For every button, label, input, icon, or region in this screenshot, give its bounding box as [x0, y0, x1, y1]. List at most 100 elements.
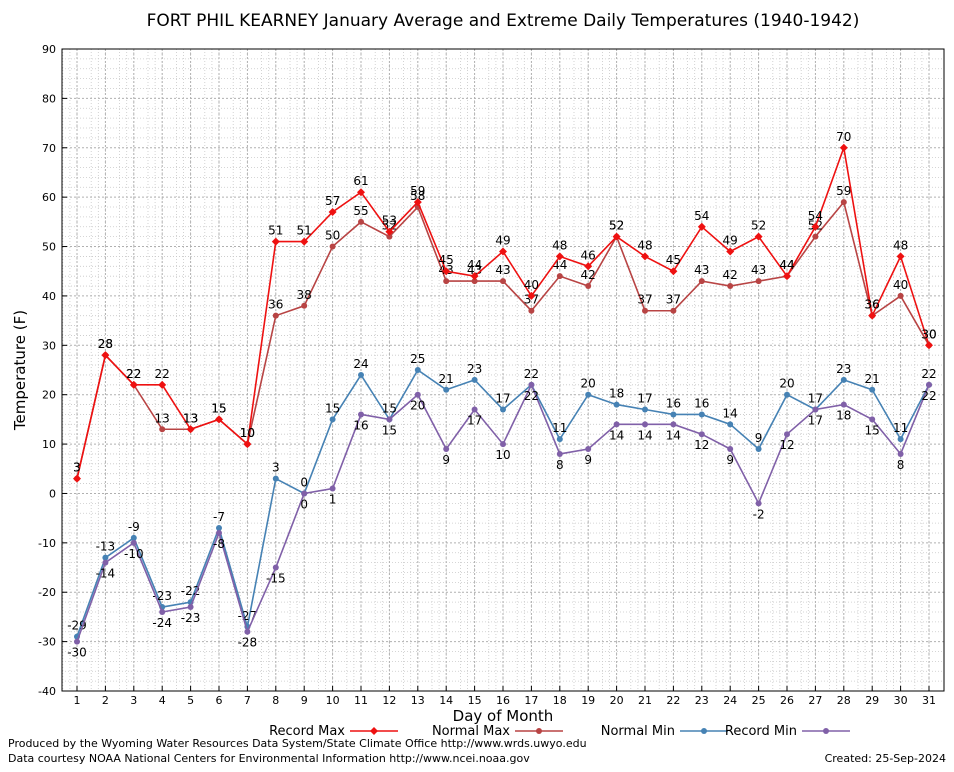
y-tick-label: -40	[38, 685, 56, 698]
data-label: 40	[893, 278, 908, 292]
data-point	[727, 421, 734, 428]
data-point	[556, 436, 563, 443]
y-axis-label: Temperature (F)	[11, 310, 29, 431]
data-label: 11	[552, 421, 567, 435]
x-tick-label: 5	[187, 694, 194, 707]
data-label: 70	[836, 130, 851, 144]
data-point	[385, 227, 394, 236]
data-label: 3	[73, 461, 81, 475]
data-label: 22	[921, 389, 936, 403]
x-tick-label: 9	[301, 694, 308, 707]
data-point	[869, 416, 876, 423]
data-point	[641, 252, 649, 261]
legend-marker	[823, 728, 829, 734]
data-label: 17	[495, 392, 510, 406]
x-tick-label: 12	[382, 694, 396, 707]
data-label: 17	[467, 414, 482, 428]
data-label: -10	[124, 547, 144, 561]
x-tick-label: 11	[354, 694, 368, 707]
x-tick-label: 7	[244, 694, 251, 707]
data-label: 21	[865, 372, 880, 386]
data-label: 17	[808, 392, 823, 406]
data-point	[471, 376, 478, 383]
data-point	[102, 559, 109, 566]
series-record-max: 3 28 22 22 13 15 10 51 51 57 61 53 59 45 44 49 40 48 46 52 4…	[73, 130, 937, 483]
data-point	[74, 638, 80, 645]
data-label: 53	[382, 214, 397, 228]
series-normal-max: 3282213131510363850555258434343374442523…	[73, 184, 937, 482]
data-label: 28	[98, 337, 113, 351]
x-tick-label: 30	[894, 694, 908, 707]
data-point	[670, 421, 677, 428]
data-label: 38	[297, 288, 312, 302]
data-label: 3	[73, 461, 81, 475]
data-label: 51	[297, 224, 312, 238]
data-point	[811, 222, 820, 231]
data-point	[783, 272, 791, 281]
data-point	[216, 525, 222, 532]
data-point	[556, 450, 563, 457]
data-label: 21	[439, 372, 454, 386]
data-point	[897, 450, 904, 457]
x-tick-label: 15	[468, 694, 482, 707]
data-point	[896, 252, 905, 261]
data-label: 15	[382, 401, 397, 415]
data-label: 61	[353, 174, 368, 188]
data-label: 15	[865, 423, 880, 437]
data-label: 15	[211, 401, 226, 415]
y-tick-label: 50	[42, 241, 56, 254]
data-point	[329, 485, 336, 492]
data-label: -2	[753, 507, 765, 521]
data-point	[613, 421, 620, 428]
data-label: 43	[495, 263, 510, 277]
x-tick-label: 20	[610, 694, 624, 707]
data-label: 40	[524, 278, 539, 292]
x-tick-label: 28	[837, 694, 851, 707]
data-label: 17	[808, 414, 823, 428]
data-point	[612, 232, 621, 241]
data-label: 22	[524, 367, 539, 381]
data-point	[755, 446, 762, 453]
y-tick-label: 60	[42, 191, 56, 204]
data-label: 52	[609, 219, 624, 233]
data-label: 14	[723, 406, 738, 420]
data-point	[216, 529, 222, 536]
data-label: 15	[325, 401, 340, 415]
data-label: 42	[581, 268, 596, 282]
data-label: 45	[439, 253, 454, 267]
x-tick-label: 19	[581, 694, 595, 707]
data-point	[527, 291, 536, 300]
data-point	[528, 307, 535, 314]
data-label: 15	[382, 423, 397, 437]
data-point	[470, 272, 479, 281]
data-label: -24	[152, 616, 172, 630]
data-label: 13	[183, 411, 198, 425]
data-point	[840, 401, 847, 408]
y-tick-label: 70	[42, 142, 56, 155]
data-point	[244, 628, 251, 635]
data-point	[613, 401, 620, 408]
data-label: 10	[240, 426, 255, 440]
data-label: -28	[238, 636, 258, 650]
y-tick-label: 0	[49, 487, 56, 500]
data-point	[584, 262, 593, 271]
data-label: 20	[581, 377, 596, 391]
data-label: 14	[609, 428, 624, 442]
data-label: -30	[67, 646, 87, 660]
data-label: 16	[694, 396, 709, 410]
x-tick-label: 31	[922, 694, 936, 707]
data-point	[358, 371, 364, 378]
data-label: 54	[694, 209, 709, 223]
data-point	[471, 278, 478, 285]
data-label: 13	[183, 411, 198, 425]
data-label: 44	[779, 258, 794, 272]
y-axis: -40 -30 -20 -10 0 10 20 30 40 50 60 70 80 90	[38, 43, 67, 698]
data-label: -8	[213, 537, 225, 551]
data-point	[897, 436, 904, 443]
x-tick-label: 13	[411, 694, 425, 707]
credit-line-1: Produced by the Wyoming Water Resources …	[8, 737, 587, 750]
data-label: 48	[637, 238, 652, 252]
y-tick-label: 10	[42, 438, 56, 451]
data-point	[669, 267, 678, 276]
